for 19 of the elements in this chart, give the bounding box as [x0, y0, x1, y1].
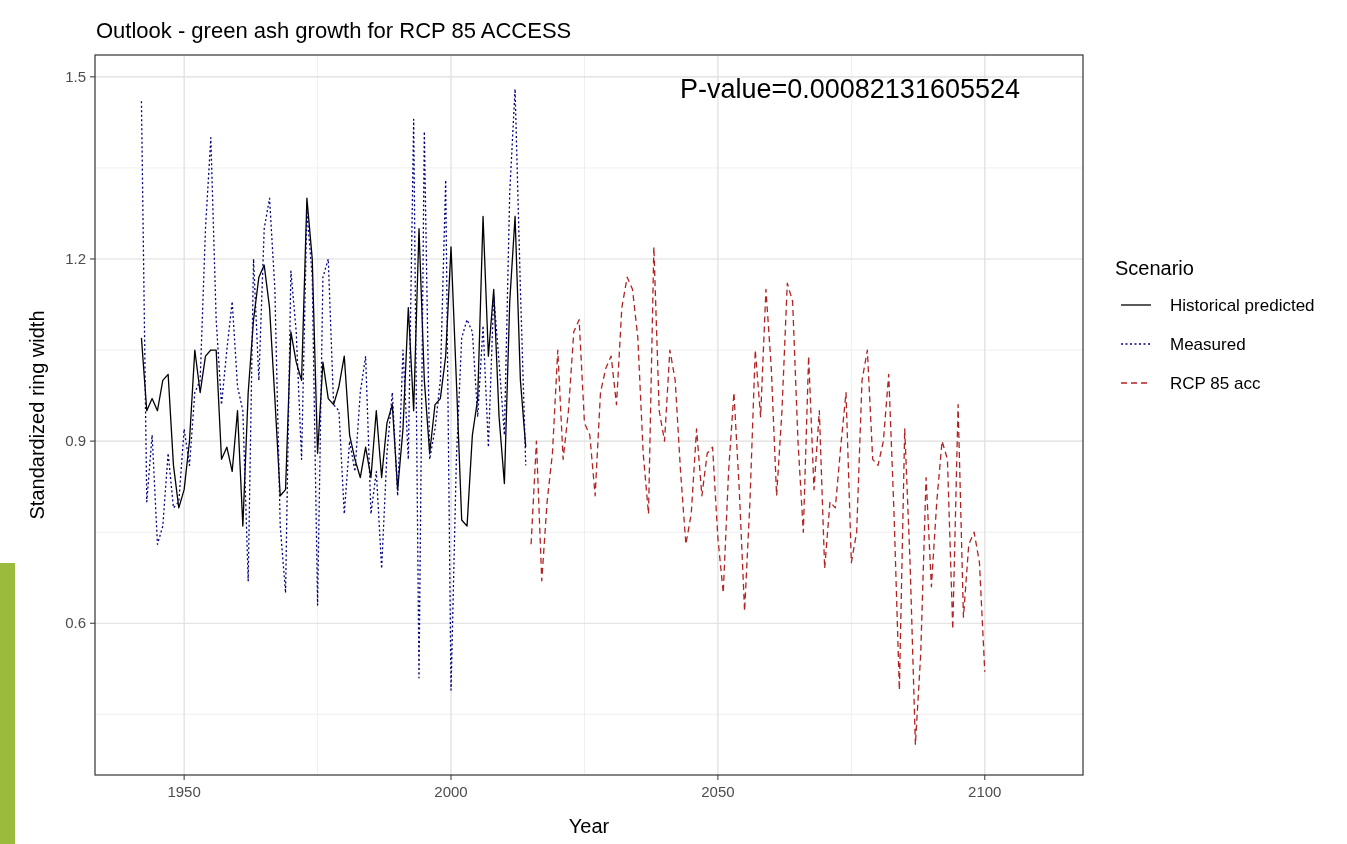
y-tick-label: 1.5 [65, 67, 86, 85]
y-tick-label: 0.9 [65, 432, 86, 450]
line-series [530, 246, 986, 746]
line-series [140, 197, 527, 527]
x-tick-label: 2100 [968, 783, 1002, 800]
y-axis-title: Standardized ring width [26, 310, 48, 520]
x-tick-label: 2000 [434, 783, 468, 800]
x-tick-label: 2050 [701, 783, 735, 800]
annotation: P-value=0.00082131605524 [679, 74, 1020, 104]
legend-title: Scenario [1115, 257, 1194, 279]
legend-label: Historical predicted [1170, 296, 1315, 315]
legend-label: Measured [1170, 335, 1246, 354]
x-axis-title: Year [568, 815, 610, 837]
y-tick-label: 0.6 [65, 614, 86, 632]
x-tick-label: 1950 [167, 783, 201, 800]
y-tick-label: 1.2 [65, 249, 86, 267]
legend-label: RCP 85 acc [1170, 374, 1261, 393]
line-series [140, 88, 527, 691]
chart-title: Outlook - green ash growth for RCP 85 ACCESS [96, 18, 572, 43]
